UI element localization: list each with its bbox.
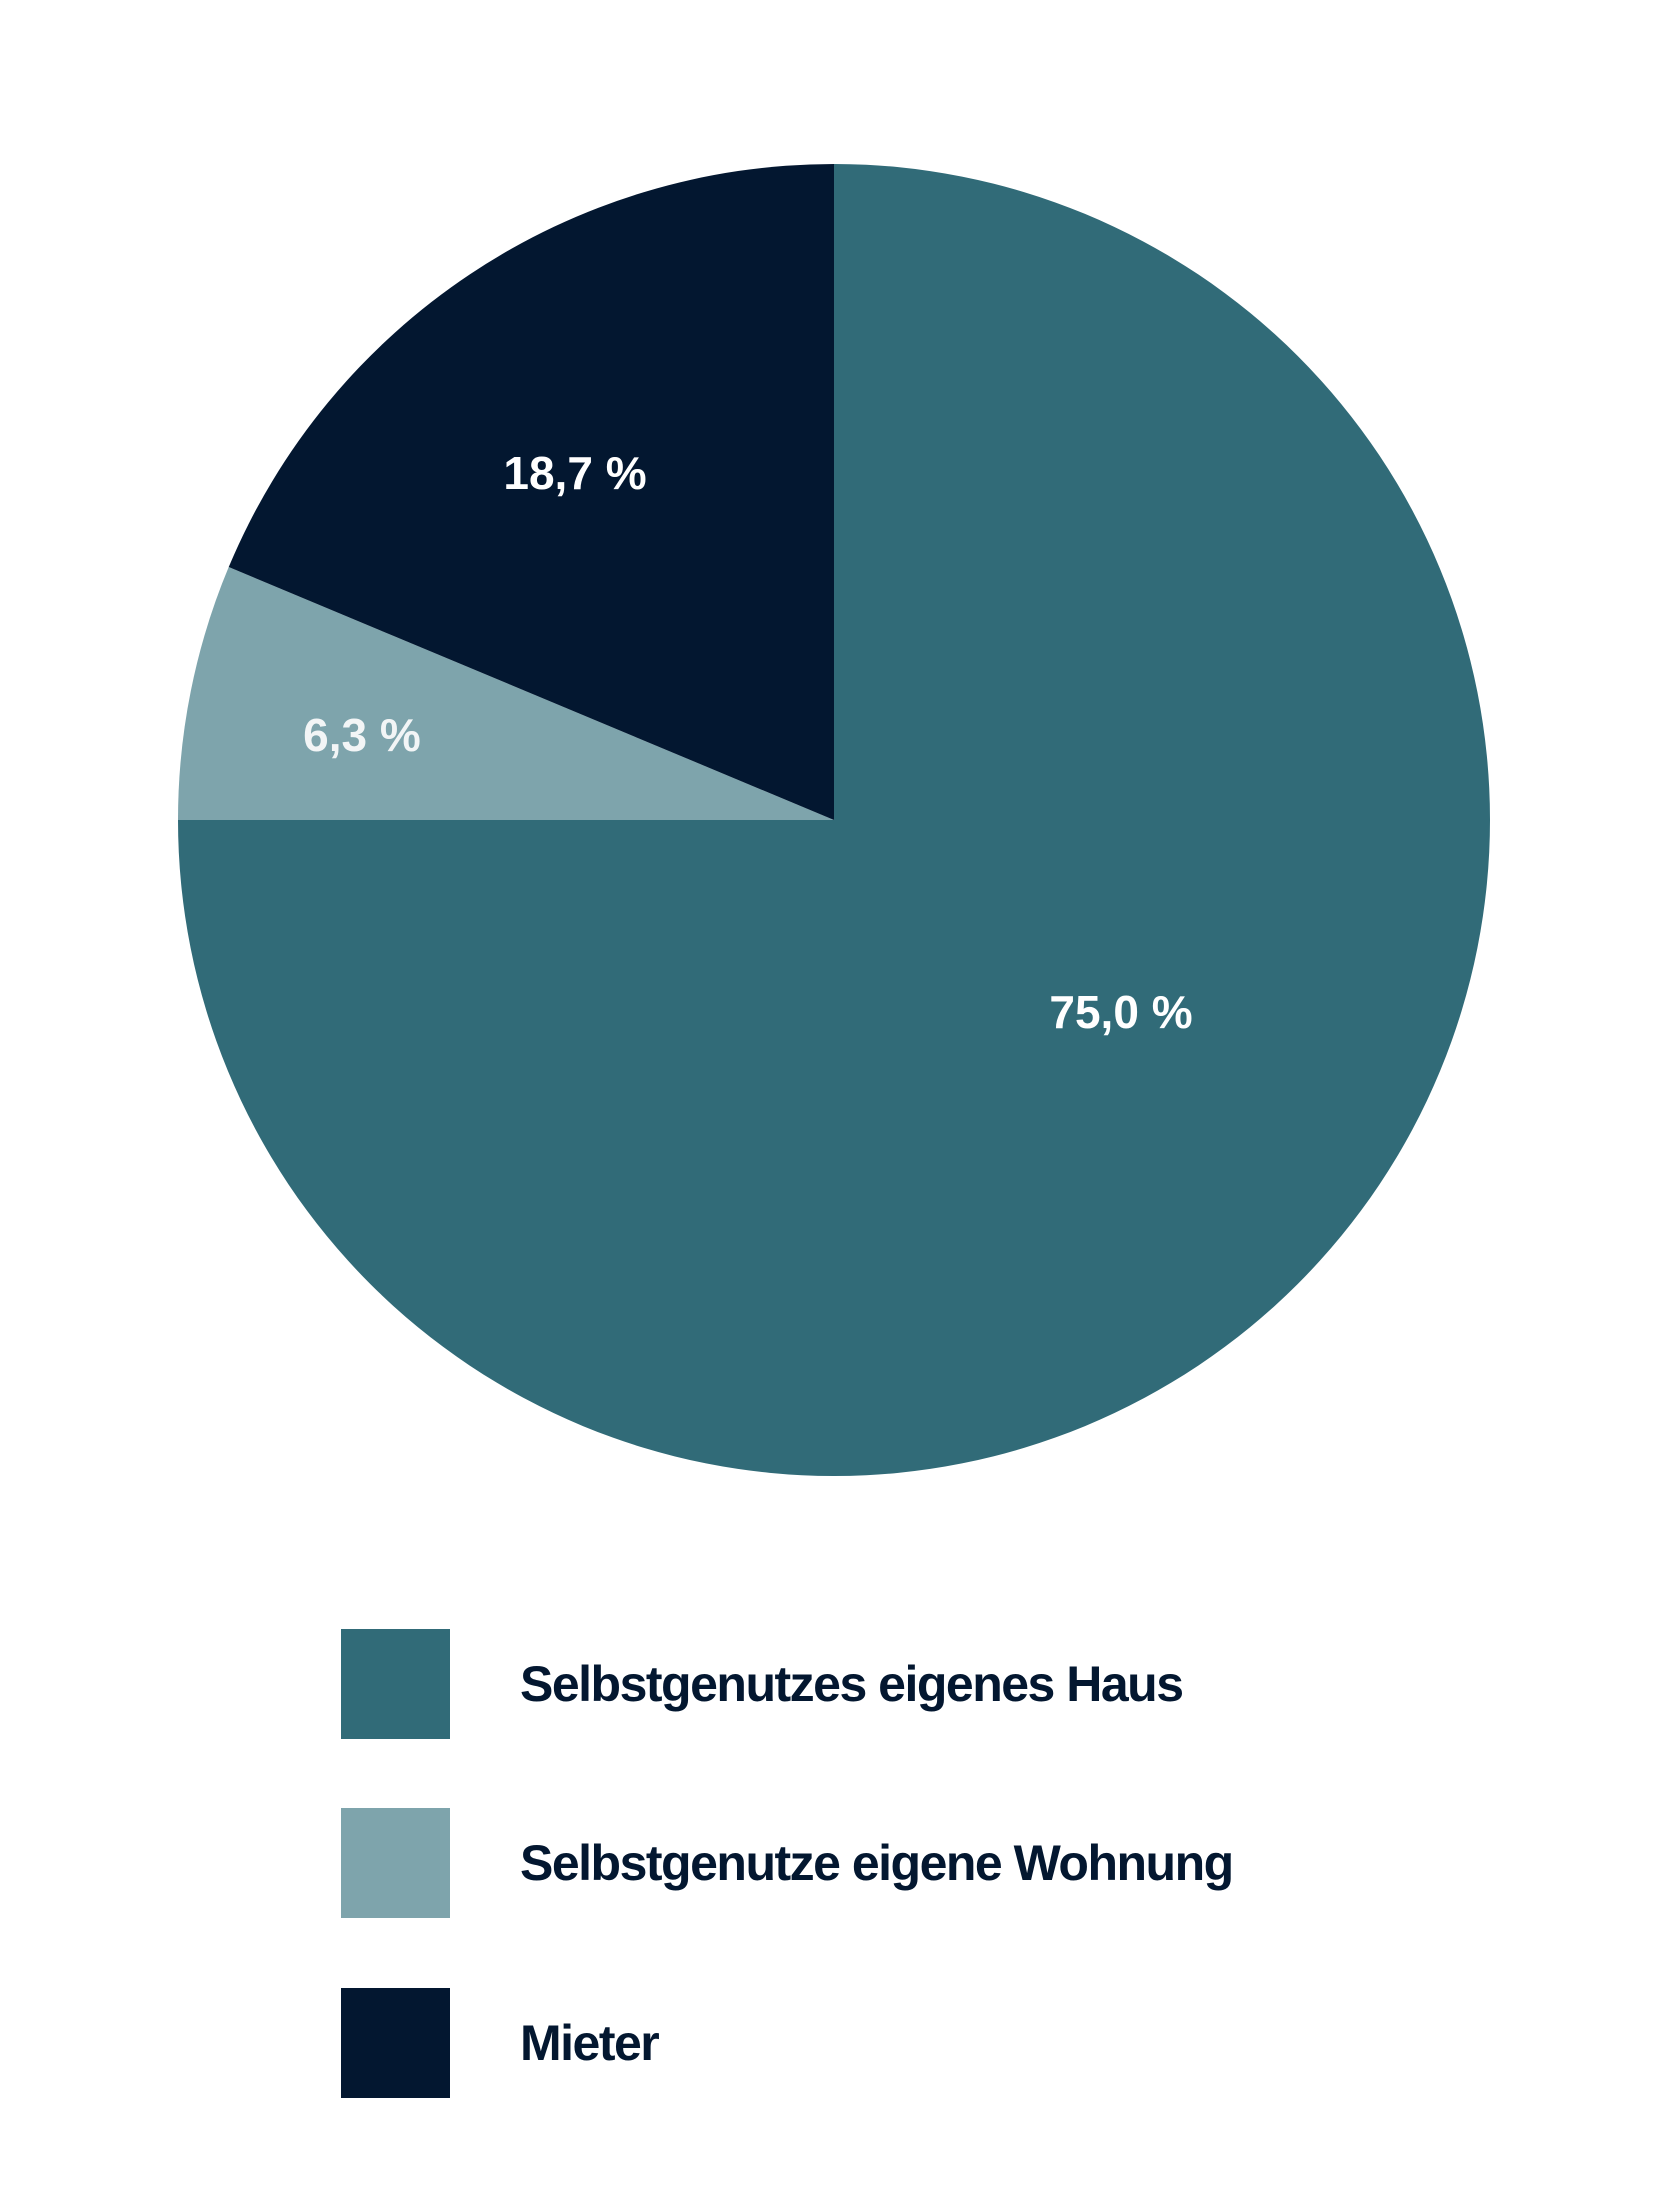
legend-swatch-mieter — [341, 1988, 450, 2098]
pie-chart: 75,0 % 6,3 % 18,7 % — [178, 164, 1490, 1476]
legend-label-mieter: Mieter — [520, 2015, 660, 2071]
slice-value-label: 6,3 % — [303, 709, 421, 761]
legend-swatch-wohnung — [341, 1808, 450, 1918]
legend-item-wohnung: Selbstgenutze eigene Wohnung — [341, 1808, 1234, 1918]
slice-value-label: 18,7 % — [503, 447, 646, 499]
legend-item-haus: Selbstgenutzes eigenes Haus — [341, 1629, 1184, 1739]
legend-label-haus: Selbstgenutzes eigenes Haus — [520, 1656, 1184, 1712]
legend-item-mieter: Mieter — [341, 1988, 660, 2098]
pie-slice-2 — [228, 164, 834, 820]
legend-swatch-haus — [341, 1629, 450, 1739]
pie-slice-1 — [178, 567, 834, 820]
legend-label-wohnung: Selbstgenutze eigene Wohnung — [520, 1835, 1234, 1891]
slice-value-label: 75,0 % — [1049, 986, 1192, 1038]
